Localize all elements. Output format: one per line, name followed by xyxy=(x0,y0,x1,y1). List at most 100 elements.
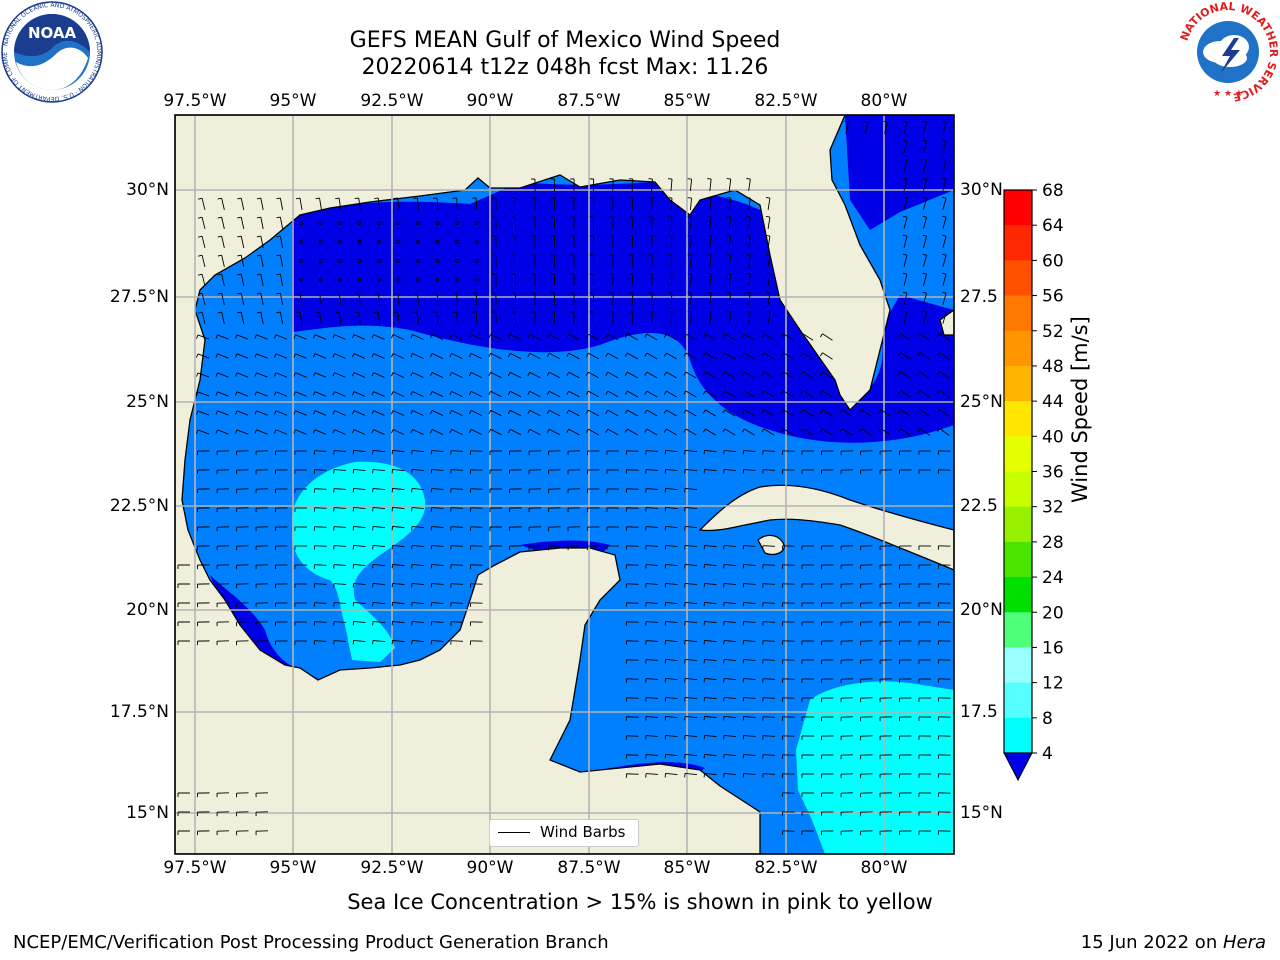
wind-barb xyxy=(469,621,483,626)
wind-barb xyxy=(236,526,249,532)
wind-barb-calm xyxy=(357,259,362,263)
wind-barb xyxy=(937,735,951,740)
wind-barb xyxy=(215,353,229,359)
lon-tick-bottom: 90°W xyxy=(466,858,514,878)
wind-barb xyxy=(821,792,834,798)
wind-barb xyxy=(703,449,717,455)
wind-barb xyxy=(860,735,873,741)
wind-barb xyxy=(413,292,420,306)
wind-barb xyxy=(897,390,911,398)
wind-barb xyxy=(645,526,659,531)
wind-barb xyxy=(237,216,245,229)
wind-barb xyxy=(687,178,693,192)
wind-barb-calm xyxy=(396,221,401,225)
wind-barb xyxy=(781,659,795,664)
wind-barb xyxy=(351,334,366,340)
wind-barb xyxy=(198,235,206,248)
wind-barb xyxy=(879,602,893,608)
wind-barb xyxy=(801,811,815,816)
wind-barb xyxy=(237,292,245,305)
wind-barb xyxy=(922,120,927,134)
wind-barb xyxy=(936,409,950,417)
wind-barb xyxy=(723,677,737,683)
wind-barb xyxy=(821,697,834,703)
wind-barb xyxy=(429,391,444,397)
wind-barb xyxy=(216,488,230,494)
wind-barb xyxy=(235,429,249,435)
wind-barb xyxy=(585,409,599,417)
wind-barb xyxy=(899,811,912,817)
wind-barb xyxy=(372,525,386,531)
wind-barb xyxy=(294,488,308,493)
wind-barb xyxy=(489,450,503,455)
colorbar-extend-arrow xyxy=(1003,752,1033,782)
wind-barb xyxy=(648,273,653,287)
wind-barb xyxy=(899,602,912,608)
wind-barb xyxy=(372,620,386,626)
wind-barb xyxy=(177,621,191,627)
wind-barb xyxy=(274,372,288,378)
wind-barb xyxy=(332,372,346,378)
wind-barb xyxy=(781,545,795,550)
wind-barb xyxy=(937,583,951,588)
wind-barb xyxy=(762,583,776,588)
wind-barb xyxy=(684,715,698,721)
wind-barb xyxy=(609,273,614,287)
wind-barb xyxy=(703,715,717,721)
wind-barb xyxy=(918,697,932,702)
wind-barb xyxy=(509,488,522,494)
wind-barb xyxy=(587,450,600,456)
wind-barb xyxy=(511,197,517,211)
wind-barb xyxy=(313,545,327,550)
wind-barb xyxy=(217,292,225,305)
wind-barb xyxy=(726,178,732,192)
wind-barb xyxy=(703,772,717,778)
wind-barb xyxy=(723,658,737,664)
wind-barb xyxy=(762,773,776,778)
wind-barb xyxy=(644,352,658,360)
wind-barb-calm xyxy=(455,240,459,244)
wind-barb-calm xyxy=(435,221,440,225)
wind-barb xyxy=(625,640,639,645)
wind-barb xyxy=(430,602,444,607)
wind-barb-calm xyxy=(338,259,342,263)
wind-barb xyxy=(333,583,347,588)
wind-barb xyxy=(663,390,677,398)
wind-barb xyxy=(742,773,756,778)
wind-barb-calm xyxy=(318,259,323,263)
wind-barb xyxy=(567,450,581,456)
wind-barb xyxy=(645,469,659,474)
wind-barb xyxy=(332,429,346,435)
colorbar-cell xyxy=(1004,260,1032,297)
wind-barb xyxy=(295,197,303,210)
wind-barb xyxy=(293,353,307,359)
wind-barb xyxy=(609,197,614,211)
wind-barb xyxy=(546,333,561,341)
wind-barb xyxy=(430,564,444,569)
wind-barb xyxy=(313,391,327,397)
wind-barb xyxy=(371,410,385,416)
lon-tick-bottom: 85°W xyxy=(663,858,711,878)
wind-barb xyxy=(391,639,405,645)
colorbar-tick-label: 4 xyxy=(1042,744,1053,764)
wind-barb xyxy=(449,333,463,341)
wind-barb xyxy=(742,735,756,740)
wind-barb-calm xyxy=(455,221,459,225)
wind-barb xyxy=(275,621,288,627)
wind-barb xyxy=(294,621,308,626)
wind-barb xyxy=(819,428,833,436)
wind-barb xyxy=(628,311,634,325)
wind-barb xyxy=(723,601,737,607)
colorbar-tick-label: 24 xyxy=(1042,568,1064,588)
wind-barb xyxy=(217,273,225,286)
wind-barb xyxy=(275,526,288,532)
wind-barb xyxy=(276,273,284,286)
wind-barb xyxy=(625,716,639,721)
wind-barb xyxy=(902,158,908,172)
wind-barb xyxy=(879,678,893,684)
wind-barb xyxy=(294,526,308,531)
colorbar-cell xyxy=(1004,682,1032,719)
wind-barb xyxy=(937,469,951,474)
land-bahamas xyxy=(939,309,954,336)
wind-barb xyxy=(197,488,210,494)
